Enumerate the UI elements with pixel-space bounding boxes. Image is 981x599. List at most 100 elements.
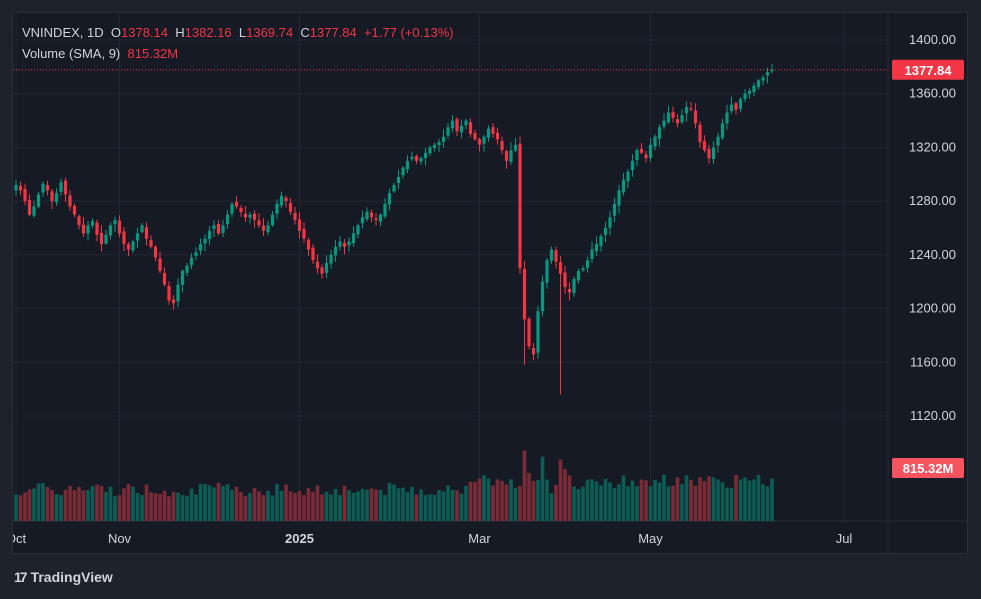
candle-body [495, 132, 500, 140]
candle-body [536, 311, 540, 353]
candle-body [432, 144, 437, 149]
volume-bar [365, 489, 369, 521]
volume-bar [747, 480, 752, 521]
candle-body [144, 227, 149, 239]
candle-body [419, 158, 423, 162]
volume-bar [608, 482, 612, 521]
volume-bar [333, 488, 338, 521]
volume-bar [315, 485, 320, 521]
volume-bar [765, 486, 770, 521]
candle-body [509, 150, 513, 162]
legend-close-label: C [300, 25, 310, 40]
volume-bar [342, 485, 347, 521]
volume-bar [45, 487, 50, 521]
candle-body [279, 195, 284, 206]
volume-bar [225, 484, 230, 521]
candle-body [680, 115, 684, 123]
candle-body [486, 128, 491, 138]
volume-bar [518, 485, 522, 521]
volume-bar [14, 494, 18, 521]
x-tick-label: May [638, 531, 663, 546]
y-tick-label: 1280.00 [909, 193, 956, 208]
candle-body [644, 154, 648, 159]
candle-body [513, 144, 518, 151]
candle-body [90, 221, 95, 226]
legend-high: 1382.16 [184, 25, 232, 40]
candle-body [45, 184, 50, 191]
candle-body [212, 225, 216, 230]
candle-body [374, 218, 378, 220]
volume-bar [630, 480, 635, 521]
volume-bar [95, 484, 99, 521]
price-chart[interactable]: 1400.00 1360.00 1320.00 1280.00 1240.00 1200.… [13, 13, 967, 553]
volume-bar [306, 488, 311, 521]
candle-body [441, 136, 446, 142]
volume-bar [698, 477, 702, 521]
volume-bar [324, 491, 329, 521]
volume-bar [126, 483, 131, 521]
volume-bar [194, 494, 198, 521]
candle-body [275, 203, 279, 214]
candle-body [405, 160, 410, 170]
candle-body [500, 141, 504, 151]
candle-body [770, 69, 774, 72]
volume-bar [149, 492, 153, 521]
candle-body [401, 167, 405, 176]
volume-bar [320, 494, 324, 521]
candle-body [648, 144, 653, 159]
chart-frame[interactable]: 1400.00 1360.00 1320.00 1280.00 1240.00 1200.… [12, 12, 968, 554]
candle-body [122, 231, 126, 245]
legend-interval: 1D [87, 25, 104, 40]
legend-high-label: H [175, 25, 185, 40]
candle-body [662, 120, 666, 127]
volume-bar [603, 478, 608, 521]
candle-body [450, 120, 455, 129]
volume-bar [356, 491, 360, 521]
volume-bar [644, 480, 648, 521]
volume-bar [680, 484, 684, 521]
volume-bar [486, 478, 491, 521]
volume-bar [50, 490, 54, 521]
candle-body [297, 219, 302, 231]
candle-body [639, 148, 644, 153]
legend-open: 1378.14 [121, 25, 169, 40]
candle-body [261, 225, 266, 231]
candle-body [54, 193, 59, 203]
candle-body [342, 242, 347, 247]
x-tick-label: Nov [108, 531, 132, 546]
volume-bar [414, 494, 419, 521]
y-tick-label: 1360.00 [909, 86, 956, 101]
volume-bar [221, 485, 225, 521]
volume-bar [567, 475, 572, 521]
candle-body [653, 136, 657, 147]
candle-body [482, 136, 486, 144]
volume-bar [707, 476, 711, 521]
volume-bar [68, 485, 72, 521]
volume-bar [338, 495, 342, 521]
candle-body [702, 141, 707, 151]
volume-bar [441, 491, 446, 521]
candle-body [306, 239, 311, 250]
volume-bar [549, 493, 554, 521]
volume-bar [302, 495, 306, 521]
candle-body [243, 213, 248, 218]
volume-bar [189, 488, 194, 521]
volume-bar [702, 481, 707, 521]
candle-body [707, 148, 711, 159]
volume-bar [446, 485, 450, 521]
volume-bar [531, 480, 536, 521]
volume-bar [432, 494, 437, 521]
volume-bar [234, 486, 239, 521]
candle-body [338, 241, 342, 247]
volume-bar [662, 474, 666, 521]
candle-body [378, 214, 383, 222]
volume-bar [473, 481, 477, 521]
volume-bar [144, 484, 149, 521]
tradingview-logo[interactable]: 17 TradingView [14, 569, 113, 585]
volume-bar [554, 484, 558, 521]
volume-bar [392, 484, 396, 521]
volume-bar [113, 496, 117, 521]
volume-legend-label: Volume (SMA, 9) [22, 46, 121, 61]
candle-body [234, 201, 239, 207]
candle-body [198, 244, 203, 251]
